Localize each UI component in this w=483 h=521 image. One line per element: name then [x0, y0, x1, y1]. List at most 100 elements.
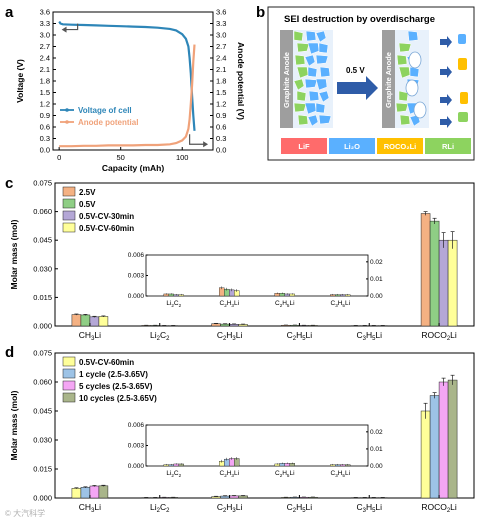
y2-tick-label: 0.6	[216, 123, 226, 132]
legend-marker	[65, 108, 69, 112]
legend-label: 0.5V-CV-60min	[79, 224, 134, 233]
void-bubble	[413, 101, 427, 119]
inset-y2-tick-label: 0.01	[370, 446, 383, 453]
y-tick-label: 3.6	[40, 8, 50, 17]
inset-frame	[145, 254, 369, 297]
y2-tick-label: 2.4	[216, 54, 226, 63]
legend-swatch	[62, 392, 76, 403]
x-tick-label: C2H3Li	[217, 330, 243, 342]
x-tick-label: C2H3Li	[217, 502, 243, 514]
legend-box-label: RLi	[442, 142, 454, 151]
legend-label: 0.5V-CV-30min	[79, 212, 134, 221]
schematic-title: SEI destruction by overdischarge	[284, 14, 435, 25]
y2-tick-label: 3.3	[216, 19, 226, 28]
sei-particle	[304, 78, 318, 89]
x-tick-label: 0	[57, 153, 61, 162]
y-tick-label: 1.8	[40, 77, 50, 86]
legend-label: 2.5V	[79, 188, 96, 197]
legend-marker	[65, 120, 69, 124]
bar	[438, 381, 449, 499]
panel-d-letter: d	[5, 344, 14, 361]
sei-particle	[409, 66, 420, 78]
bar	[438, 239, 449, 327]
sei-particle	[398, 42, 412, 53]
overdischarge-arrow: 0.5 V	[337, 66, 378, 100]
graphite-anode-label-after: Graphite Anode	[384, 52, 393, 108]
y-tick-label: 1.2	[40, 100, 50, 109]
drift-arrow	[440, 94, 452, 106]
inset-x-tick-label: Li2C2	[166, 300, 181, 308]
bar	[89, 485, 100, 499]
y-tick-label: 0.060	[33, 378, 52, 387]
bar	[98, 316, 109, 327]
drift-arrow	[440, 66, 452, 78]
x-tick-label: Li2C2	[150, 330, 169, 342]
x-tick-label: 100	[176, 153, 189, 162]
sei-particles-before	[293, 30, 332, 127]
y2-tick-label: 1.5	[216, 88, 226, 97]
bar	[98, 485, 109, 499]
inset-y2-tick-label: 0.02	[370, 259, 383, 266]
sei-particle	[294, 54, 306, 66]
inset-x-tick-label: C2H3Li	[219, 470, 239, 478]
sei-particle	[315, 78, 328, 91]
legend-box	[425, 138, 471, 154]
inset-frame	[145, 424, 369, 467]
inset-y-tick-label: 0.003	[128, 443, 145, 450]
x-tick-label: ROCO2Li	[421, 502, 457, 514]
legend-label: 5 cycles (2.5-3.65V)	[79, 382, 153, 391]
y2-tick-label: 1.8	[216, 77, 226, 86]
x-tick-label: ROCO2Li	[421, 330, 457, 342]
y-tick-label: 0.030	[33, 264, 52, 273]
sei-particle	[296, 90, 307, 102]
y-axis-label: Molar mass (mol)	[9, 390, 19, 460]
drift-arrow	[440, 36, 452, 48]
bar	[71, 488, 82, 499]
x-tick-label: C3H5Li	[356, 330, 382, 342]
y-tick-label: 2.1	[40, 65, 50, 74]
x-tick-label: 50	[117, 153, 125, 162]
y2-tick-label: 1.2	[216, 100, 226, 109]
inset-x-tick-label: C3H5Li	[330, 300, 350, 308]
panel-b-schematic: SEI destruction by overdischarge Graphit…	[267, 6, 475, 161]
bar	[80, 487, 91, 499]
legend-swatch	[62, 186, 76, 197]
graphite-anode-label-before: Graphite Anode	[282, 52, 291, 108]
y2-tick-label: 0.3	[216, 134, 226, 143]
legend-box	[281, 138, 327, 154]
inset-y2-tick-label: 0.00	[370, 463, 383, 470]
inset-y2-tick-label: 0.02	[370, 429, 383, 436]
bar	[447, 379, 458, 499]
y-tick-label: 3.0	[40, 31, 50, 40]
inset-y-tick-label: 0.006	[128, 252, 145, 259]
inset-y-tick-label: 0.006	[128, 422, 145, 429]
x-tick-label: CH3Li	[79, 502, 101, 514]
x-tick-label: C2H5Li	[287, 502, 313, 514]
inset-x-tick-label: C2H5Li	[275, 300, 295, 308]
schematic-after: Graphite Anode	[382, 30, 468, 128]
y-tick-label: 0.045	[33, 407, 52, 416]
legend-swatch	[62, 198, 76, 209]
panel-a-letter: a	[5, 4, 14, 21]
x-tick-label: Li2C2	[150, 502, 169, 514]
y-tick-label: 0.0	[40, 146, 50, 155]
y-tick-label: 0.3	[40, 134, 50, 143]
watermark: © 大汽科学	[5, 508, 45, 518]
y2-tick-label: 3.0	[216, 31, 226, 40]
x-tick-label: CH3Li	[79, 330, 101, 342]
legend-label: 0.5V	[79, 200, 96, 209]
legend-box-label: ROCO₂Li	[384, 142, 417, 151]
inset-x-tick-label: C2H3Li	[219, 300, 239, 308]
y-tick-label: 0.015	[33, 293, 52, 302]
sei-particles-after	[395, 30, 427, 127]
x-tick-label: C2H5Li	[287, 330, 313, 342]
dissolved-species	[458, 112, 468, 122]
sei-particle	[297, 114, 309, 126]
sei-particle	[318, 90, 330, 103]
sei-particle	[319, 66, 331, 78]
dissolved-species	[460, 92, 468, 104]
sei-particle	[395, 102, 409, 113]
legend-swatch	[62, 222, 76, 233]
legend-swatch	[62, 368, 76, 379]
dissolved-species	[458, 34, 466, 44]
